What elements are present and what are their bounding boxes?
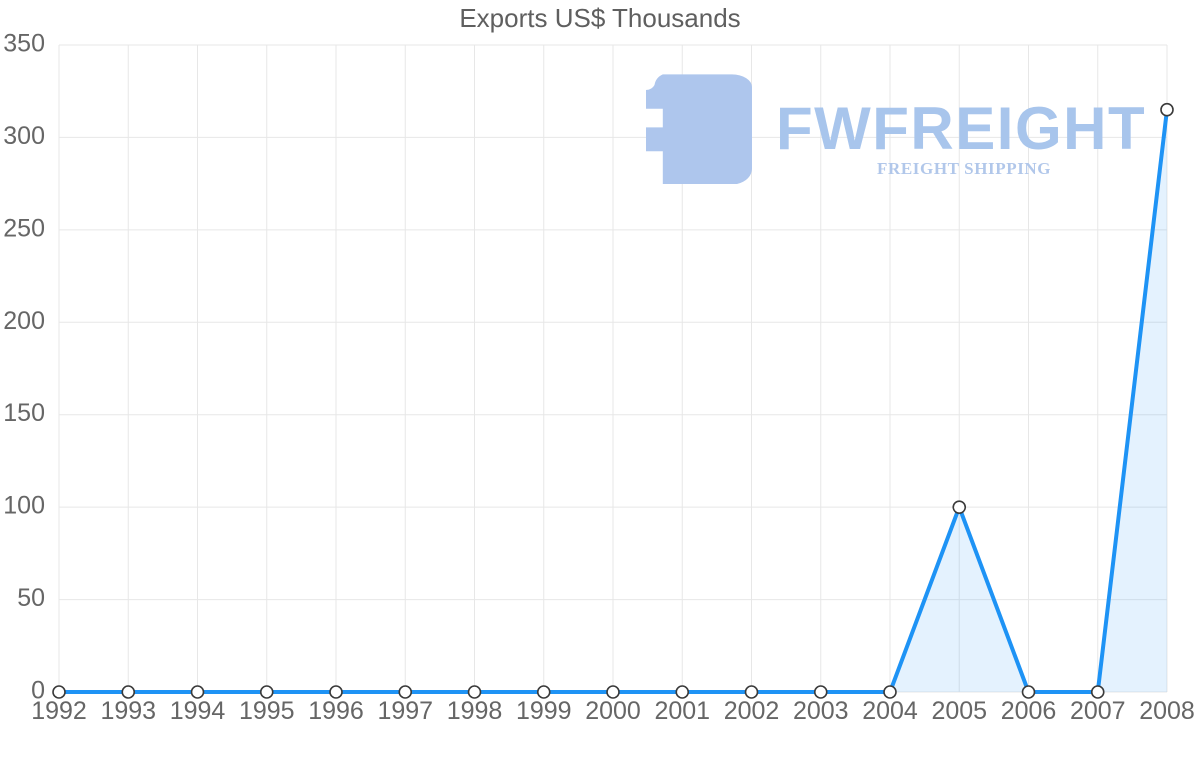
svg-text:50: 50 [17, 584, 45, 612]
svg-text:200: 200 [3, 307, 45, 335]
svg-text:1993: 1993 [100, 697, 156, 725]
svg-text:2003: 2003 [793, 697, 849, 725]
svg-text:1998: 1998 [447, 697, 503, 725]
svg-text:150: 150 [3, 399, 45, 427]
svg-text:2006: 2006 [1001, 697, 1057, 725]
svg-text:1999: 1999 [516, 697, 572, 725]
svg-text:250: 250 [3, 214, 45, 242]
svg-text:2000: 2000 [585, 697, 641, 725]
svg-text:1992: 1992 [31, 697, 87, 725]
svg-text:100: 100 [3, 492, 45, 520]
svg-text:1997: 1997 [377, 697, 433, 725]
svg-text:2008: 2008 [1139, 697, 1195, 725]
svg-text:1994: 1994 [170, 697, 226, 725]
svg-text:2004: 2004 [862, 697, 918, 725]
svg-text:2002: 2002 [724, 697, 780, 725]
svg-text:2005: 2005 [931, 697, 987, 725]
svg-text:1995: 1995 [239, 697, 295, 725]
svg-text:2007: 2007 [1070, 697, 1126, 725]
svg-text:2001: 2001 [654, 697, 710, 725]
svg-text:1996: 1996 [308, 697, 364, 725]
svg-text:300: 300 [3, 122, 45, 150]
